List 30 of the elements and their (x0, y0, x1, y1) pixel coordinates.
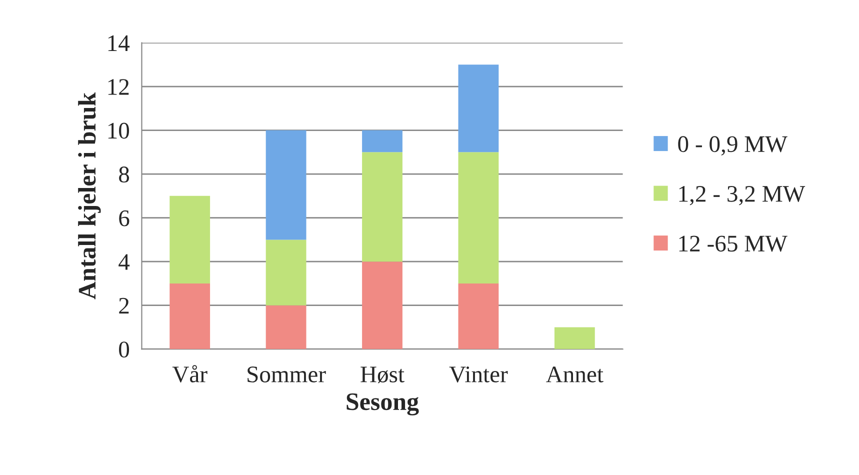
bar (266, 240, 306, 306)
bar (362, 130, 402, 152)
bar (362, 152, 402, 262)
bar (458, 152, 499, 284)
y-tick-label: 0 (119, 342, 130, 358)
y-axis-title: Antall kjeler i bruk (78, 92, 101, 300)
legend-label: 12 -65 MW (679, 236, 788, 252)
bar (170, 283, 210, 350)
bar (266, 130, 306, 240)
bar (362, 262, 402, 350)
y-tick-label: 6 (119, 210, 130, 226)
x-tick-label: Høst (360, 366, 404, 384)
legend-label: 1,2 - 3,2 MW (679, 186, 806, 206)
x-tick-label: Vår (172, 365, 208, 383)
y-tick-label: 12 (108, 79, 129, 95)
y-tick-label: 4 (118, 254, 130, 270)
bar (458, 283, 499, 350)
y-tick-label: 14 (108, 35, 130, 51)
y-tick-label: 8 (119, 166, 130, 182)
bar (554, 327, 595, 350)
x-tick-label: Sommer (248, 366, 326, 382)
y-tick-label: 10 (108, 122, 130, 139)
x-tick-label: Vinter (449, 366, 508, 383)
bar (458, 64, 499, 152)
y-tick-label: 2 (119, 298, 129, 314)
x-axis-title: Sesong (346, 393, 419, 416)
x-tick-label: Annet (546, 366, 604, 382)
bar (170, 196, 210, 284)
bar (266, 305, 306, 350)
legend-label: 0 - 0,9 MW (678, 136, 788, 156)
